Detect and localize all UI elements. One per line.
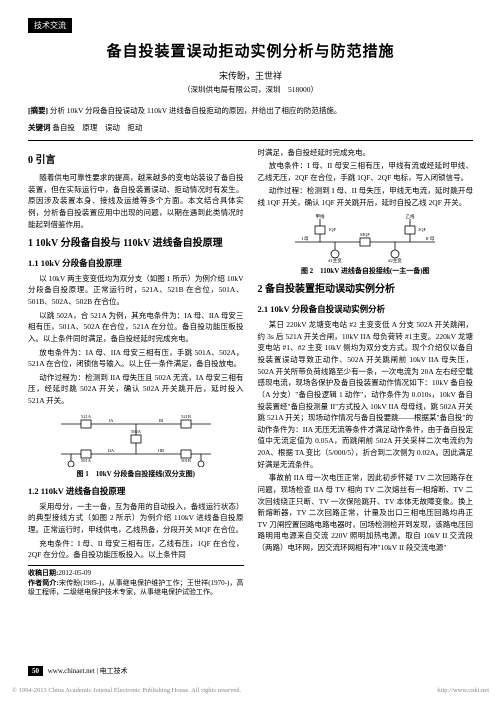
para: 随着供电可靠性要求的提高，越来越多的变电站装设了备自投装置，但在实际运行中，备自… [28,172,244,230]
para: 时满足，备自投经延时完成充电。 [258,147,474,159]
figure-1-caption: 图 1 10kV 分段备自投接线(双分支图) [28,469,244,480]
svg-text:IB: IB [159,418,164,423]
date-label: 收稿日期: [28,569,58,577]
bio-label: 作者简介: [28,579,59,587]
date-value: 2012-05-09 [58,569,91,577]
para: 放电条件为：IA 母、IIA 母安三相有压，手跳 501A、502A，521A … [28,347,244,370]
para: 以 10kV 两主变变低均为双分支（如图 1 所示）为例介绍 10kV 分段备自… [28,273,244,308]
svg-text:IA: IA [108,418,113,423]
para: 某日 220kV 龙塘变电站 #2 主变变低 A 分支 502A 开关跳闸，约 … [258,319,474,470]
divider [28,140,473,141]
article-title: 备自投装置误动拒动实例分析与防范措施 [28,40,473,61]
journal-name: www.chinaet.net | 电工技术 [48,667,128,675]
right-column: 时满足，备自投经延时完成充电。 放电条件：I 母、II 母安三相有压，甲线有流或… [258,147,474,599]
figure-1-svg: 521A 521B 501A 501B 502A IA IB IIA IIB [51,412,221,467]
page-root: 技术交流 备自投装置误动拒动实例分析与防范措施 宋传盼，王世祥 （深圳供电局有限… [0,0,501,608]
para: 采用母分，一主一备，互为备用的自动投入，备线运行状态）的典型接线方式（如图 2 … [28,501,244,536]
figure-2-svg: 甲线乙线 1QF2QF MQF I 母II 母 #1主变#2主变 [280,214,450,264]
copyright-right: http://www.cnki.net [437,687,489,694]
abstract-row: [摘要] 分析 10kV 分段备自投误动及 110kV 进线备自投拒动的原因，并… [28,105,473,116]
page-number: 50 [28,666,43,676]
para: 动作过程：检测到 I 母、II 母失压，甲线无电流，延时跳开母线 1QF 开关，… [258,185,474,208]
section-tag: 技术交流 [28,18,72,33]
svg-text:1QF: 1QF [328,227,336,232]
heading-1-1: 1.1 10kV 分段备自投原理 [28,257,244,270]
bio-text: 宋传盼(1985-)，从事继电保护维护工作；王世祥(1970-)，高级工程师，二… [28,579,244,597]
svg-text:IIA: IIA [108,448,115,453]
svg-text:#1主变: #1主变 [329,257,343,264]
svg-text:I 母: I 母 [302,236,310,242]
affiliation: （深圳供电局有限公司，深圳 518000） [28,84,473,95]
para: 放电条件：I 母、II 母安三相有压，甲线有流或经延时甲线、乙线无压，2QF 在… [258,160,474,183]
keywords-text: 备自投 原理 误动 拒动 [52,123,142,132]
svg-text:521B: 521B [181,414,191,419]
authors: 宋传盼，王世祥 [28,69,473,82]
columns: 0 引言 随着供电可靠性要求的提高，越来越多的变电站装设了备自投装置，但在实际运… [28,147,473,599]
heading-1: 1 10kV 分段备自投与 110kV 进线备自投原理 [28,236,244,252]
svg-text:IIB: IIB [158,448,164,453]
abstract-label: [摘要] [28,106,48,115]
heading-0: 0 引言 [28,153,244,169]
para: 充电条件：I 母、II 母安三相有压，乙线有压，1QF 在合位，2QF 在分位。… [28,538,244,561]
keywords-row: 关键词 备自投 原理 误动 拒动 [28,122,473,133]
para: 以跳 502A，合 521A 为例，其充电条件为：IA 母、IIA 母安三相有压… [28,310,244,345]
left-column: 0 引言 随着供电可靠性要求的提高，越来越多的变电站装设了备自投装置，但在实际运… [28,147,244,599]
page-footer: 50 www.chinaet.net | 电工技术 [28,666,128,676]
copyright-bar: © 1994-2013 China Academic Journal Elect… [12,687,489,694]
figure-2-caption: 图 2 110kV 进线备自投接线(一主一备)图 [258,266,474,277]
svg-text:II 母: II 母 [426,236,435,242]
figure-2: 甲线乙线 1QF2QF MQF I 母II 母 #1主变#2主变 图 2 110… [258,214,474,277]
footer-notes: 收稿日期:2012-05-09 作者简介:宋传盼(1985-)，从事继电保护维护… [28,565,244,598]
svg-text:#2主变: #2主变 [389,257,403,264]
heading-2-1: 2.1 10kV 分段备自投误动实例分析 [258,303,474,316]
abstract-text: 分析 10kV 分段备自投误动及 110kV 进线备自投拒动的原因，并给出了相应… [50,106,342,115]
svg-text:乙线: 乙线 [406,214,415,219]
svg-text:502A: 502A [131,429,142,434]
svg-text:501B: 501B [181,458,191,463]
svg-text:MQF: MQF [360,232,370,237]
figure-1: 521A 521B 501A 501B 502A IA IB IIA IIB 图 1 1… [28,412,244,480]
para: 动作过程为：检测到 IIA 母失压且 502A 无流，IA 母安三相有压，经延时… [28,372,244,407]
svg-text:521A: 521A [81,414,92,419]
copyright-left: © 1994-2013 China Academic Journal Elect… [12,687,241,694]
svg-text:501A: 501A [81,458,92,463]
heading-2: 2 备自投装置拒动误动实例分析 [258,282,474,298]
keywords-label: 关键词 [28,123,51,132]
svg-text:2QF: 2QF [418,227,426,232]
para: 事故前 IIA 母一次电压正常，因此初步怀疑 TV 二次回路存在问题，现场检查 … [258,472,474,553]
heading-1-2: 1.2 110kV 进线备自投原理 [28,485,244,498]
